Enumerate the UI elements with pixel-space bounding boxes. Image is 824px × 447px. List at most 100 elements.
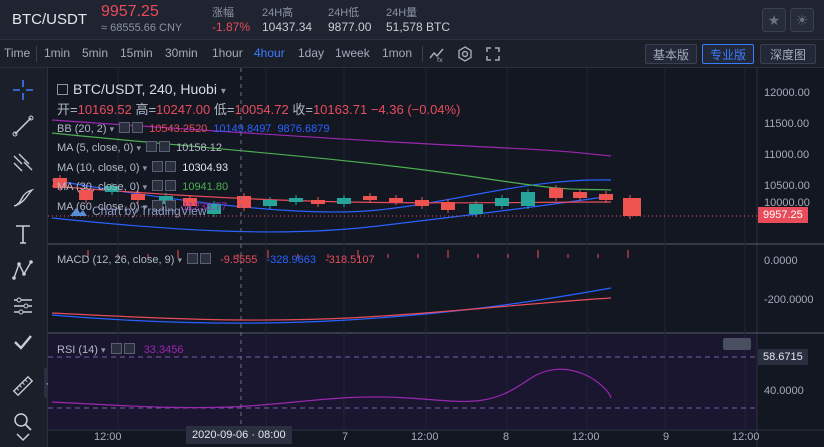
chart-area[interactable]: BTC/USDT, 240, Huobi ▾ 开=10169.52 高=1024… [48,68,824,447]
interval-1day[interactable]: 1day [298,46,325,60]
settings-icon[interactable] [152,161,164,172]
time-axis-label: 12:00 [411,431,439,443]
interval-1min[interactable]: 1min [44,46,71,60]
interval-1mon[interactable]: 1mon [382,46,413,60]
close-value: 10163.71 [312,102,368,117]
macd-signal-value: -328.9663 [266,254,317,266]
close-icon[interactable] [132,122,144,133]
close-icon[interactable] [200,253,212,264]
indicator-legend[interactable]: MA (10, close, 0) ▾ 10304.93 [57,161,228,174]
stat-high: 24H高 10437.34 [262,4,312,34]
cny-price: ≈ 68555.66 CNY [101,22,183,34]
indicator-legend[interactable]: MA (60, close, 0) ▾ 11238.77 [57,200,227,213]
candle-body [207,204,221,214]
macd-axis-label: -200.0000 [764,294,814,306]
view-pro-button[interactable]: 专业版 [702,44,754,64]
chevron-down-icon[interactable]: ▾ [177,255,182,265]
settings-icon[interactable] [110,343,122,354]
ruler-icon[interactable] [9,372,37,400]
interval-time[interactable]: Time [4,46,31,60]
brush-icon[interactable] [9,184,37,212]
star-icon[interactable]: ★ [762,8,786,32]
svg-text:fx: fx [437,57,443,62]
text-icon[interactable] [9,220,37,248]
settings-icon[interactable] [187,253,199,264]
interval-1hour[interactable]: 1hour [212,46,243,60]
view-basic-button[interactable]: 基本版 [645,44,697,64]
ohlc-readout: 开=10169.52 高=10247.00 低=10054.72 收=10163… [57,99,460,118]
candle-body [263,200,277,206]
close-icon[interactable] [159,141,171,152]
settings-icon[interactable] [146,141,158,152]
interval-4hour[interactable]: 4hour [254,46,285,60]
price-axis-label: 10000.00 [764,197,810,209]
checkmark-icon[interactable] [9,328,37,356]
trendline-icon[interactable] [9,112,37,140]
candle-body [623,198,641,216]
stat-high-label: 24H高 [262,7,294,19]
candle-body [311,200,325,204]
fullscreen-icon[interactable] [484,45,502,63]
pattern-icon[interactable] [9,256,37,284]
chevron-down-icon[interactable]: ▾ [136,143,142,153]
chevron-down-icon[interactable]: ▾ [142,202,148,212]
chevron-down-icon[interactable]: ▾ [142,163,148,173]
settings-icon[interactable] [152,180,164,191]
interval-5min[interactable]: 5min [82,46,109,60]
price-axis-label: 10500.00 [764,180,810,192]
candle-body [289,198,303,202]
zoom-icon[interactable] [9,408,37,436]
settings-icon[interactable] [119,122,131,133]
indicator-legend-name: MA (10, close, 0) [57,162,140,174]
close-icon[interactable] [165,161,177,172]
chevron-down-icon[interactable]: ▾ [101,345,106,355]
fib-icon[interactable] [9,148,37,176]
candle-body [237,196,251,208]
rsi-legend[interactable]: RSI (14) ▾ 33.3456 [57,343,183,356]
interval-1week[interactable]: 1week [335,46,370,60]
indicator-value: 9876.6879 [277,123,330,135]
chevron-down-icon[interactable] [9,426,37,447]
chevron-down-icon[interactable]: ▾ [142,182,148,192]
tradingview-watermark[interactable]: Chart by TradingView [68,204,207,221]
chevron-down-icon[interactable]: ▾ [109,124,115,134]
macd-legend[interactable]: MACD (12, 26, close, 9) ▾ -9.5555 -328.9… [57,253,375,266]
crosshair-icon[interactable] [9,76,37,104]
last-price: 9957.25 [101,3,159,20]
indicator-legend[interactable]: MA (5, close, 0) ▾ 10158.12 [57,141,222,154]
chart-title[interactable]: BTC/USDT, 240, Huobi ▾ [57,81,226,97]
indicator-legend[interactable]: BB (20, 2) ▾ 10543.2520 10149.8497 9876.68… [57,122,329,135]
pane-controls-button[interactable] [723,338,751,350]
high-label: 高= [135,102,157,117]
interval-30min[interactable]: 30min [165,46,198,60]
stat-change-label: 涨幅 [212,7,234,19]
interval-15min[interactable]: 15min [120,46,153,60]
settings-icon[interactable] [152,200,164,211]
macd-value: -9.5555 [220,254,258,266]
indicator-legend[interactable]: MA (30, close, 0) ▾ 10941.80 [57,180,228,193]
indicator-legend-name: MA (30, close, 0) [57,181,140,193]
drawing-toolbar [0,68,48,447]
indicator-value: 10941.80 [182,181,229,193]
candle-body [105,186,119,192]
measure-icon[interactable] [9,292,37,320]
bb-lower-line [51,195,612,233]
close-icon[interactable] [123,343,135,354]
stat-change-value: -1.87% [212,20,251,34]
grid-lines [117,68,746,430]
settings-icon[interactable] [456,45,474,63]
macd-signal-line [51,287,612,324]
symbol-name[interactable]: BTC/USDT [12,11,87,28]
close-icon[interactable] [165,180,177,191]
close-icon[interactable] [165,200,177,211]
watermark-text: Chart by TradingView [92,204,207,218]
change-value: −4.36 (−0.04%) [370,102,461,117]
chevron-down-icon[interactable]: ▾ [220,86,226,97]
header-bar: BTC/USDT 9957.25 ≈ 68555.66 CNY 涨幅 -1.87… [0,0,824,40]
indicator-legend-name: MA (60, close, 0) [57,201,140,213]
chart-canvas[interactable] [48,68,824,447]
view-depth-button[interactable]: 深度图 [760,44,816,64]
indicator-icon[interactable]: fx [428,45,446,63]
collapse-legend-icon[interactable] [57,84,68,95]
theme-icon[interactable]: ☀ [790,8,814,32]
